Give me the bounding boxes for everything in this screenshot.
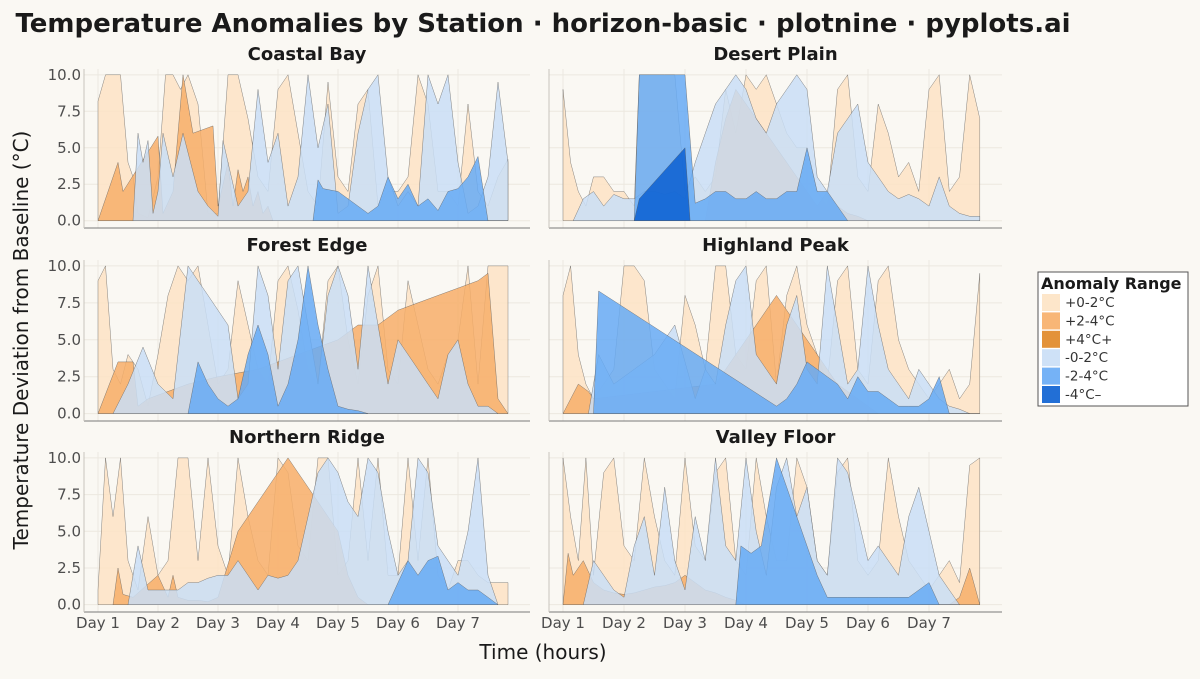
y-tick-label: 2.5 — [57, 175, 81, 193]
legend-box — [1037, 271, 1189, 407]
y-tick-label: 0.0 — [57, 405, 81, 423]
band-desert-plain-4-c — [633, 147, 691, 221]
facet-northern-ridge: Northern Ridge 0.0 2.5 5.0 7.5 10.0 Day 1 Day 2… — [48, 427, 530, 632]
facet-title-highland-peak: Highland Peak — [702, 235, 850, 256]
legend-swatch-4-c-2 — [1042, 330, 1060, 348]
facet-title-forest-edge: Forest Edge — [247, 235, 368, 256]
facet-coastal-bay: Coastal Bay 0.0 2.5 5.0 7.5 10.0 — [48, 44, 530, 230]
band-valley-floor-2-4-c — [735, 457, 960, 605]
band-coastal-bay-0-2-c — [132, 74, 509, 221]
y-tick-label: 7.5 — [57, 294, 81, 312]
y-tick-label: 10.0 — [48, 257, 81, 275]
x-tick-label: Day 3 — [196, 614, 240, 632]
legend-label: +4°C+ — [1065, 332, 1112, 348]
facet-desert-plain: Desert Plain — [548, 44, 1002, 229]
legend-swatch-0-2-c-3 — [1042, 349, 1060, 367]
chart-title: Temperature Anomalies by Station · horiz… — [15, 9, 1070, 39]
facet-title-coastal-bay: Coastal Bay — [248, 44, 367, 65]
y-tick-label: 0.0 — [57, 212, 81, 230]
x-tick-label: Day 6 — [846, 614, 890, 632]
x-tick-label: Day 2 — [136, 614, 180, 632]
y-tick-label: 7.5 — [57, 102, 81, 120]
legend-swatch-2-4-c-1 — [1042, 312, 1060, 330]
x-tick-label: Day 4 — [724, 614, 768, 632]
facet-title-desert-plain: Desert Plain — [713, 44, 837, 65]
x-tick-label: Day 4 — [256, 614, 300, 632]
y-tick-label: 0.0 — [57, 596, 81, 614]
facet-title-valley-floor: Valley Floor — [716, 427, 836, 448]
band-northern-ridge-2-4-c — [387, 555, 499, 605]
x-tick-label: Day 1 — [76, 614, 120, 632]
legend-swatch-2-4-c-4 — [1042, 367, 1060, 385]
y-tick-label: 5.0 — [57, 522, 81, 540]
legend-label: +2-4°C — [1065, 313, 1115, 329]
legend-title: Anomaly Range — [1041, 274, 1182, 293]
x-tick-label: Day 1 — [541, 614, 585, 632]
x-tick-label: Day 7 — [907, 614, 951, 632]
legend-swatch-0-2-c-0 — [1042, 294, 1060, 311]
band-highland-peak-2-4-c — [593, 290, 981, 414]
x-axis-title: Time (hours) — [478, 640, 606, 664]
legend-label: -2-4°C — [1065, 369, 1108, 385]
legend: Anomaly Range +0-2°C +2-4°C +4°C+ -0-2°C -2-4… — [1037, 271, 1189, 407]
facet-title-northern-ridge: Northern Ridge — [229, 427, 385, 448]
y-axis-title: Temperature Deviation from Baseline (°C) — [9, 131, 33, 551]
x-tick-label: Day 7 — [436, 614, 480, 632]
x-tick-label: Day 5 — [785, 614, 829, 632]
y-tick-label: 7.5 — [57, 486, 81, 504]
facet-forest-edge: Forest Edge 0.0 2.5 5.0 7.5 10.0 — [48, 235, 530, 423]
legend-label: -4°C– — [1065, 387, 1102, 403]
x-tick-label: Day 5 — [316, 614, 360, 632]
x-tick-label: Day 2 — [602, 614, 646, 632]
legend-label: -0-2°C — [1065, 350, 1108, 366]
y-tick-label: 5.0 — [57, 139, 81, 157]
y-tick-label: 5.0 — [57, 331, 81, 349]
y-tick-label: 10.0 — [48, 66, 81, 84]
y-tick-label: 10.0 — [48, 449, 81, 467]
facet-valley-floor: Valley Floor Day 1 Day 2 Day 3 Day 4 Day 5 Day… — [541, 427, 1002, 632]
facet-highland-peak: Highland Peak — [548, 235, 1002, 422]
band-coastal-bay-2-4-c — [312, 156, 509, 221]
x-tick-label: Day 3 — [663, 614, 707, 632]
x-tick-label: Day 6 — [376, 614, 420, 632]
legend-swatch-4-c-5 — [1042, 386, 1060, 403]
y-tick-label: 2.5 — [57, 559, 81, 577]
y-tick-label: 2.5 — [57, 368, 81, 386]
legend-label: +0-2°C — [1065, 295, 1115, 311]
facet-panels: Coastal Bay 0.0 2.5 5.0 7.5 10.0 Desert Plain F… — [48, 44, 1002, 632]
band-forest-edge-2-4-c — [187, 265, 369, 414]
